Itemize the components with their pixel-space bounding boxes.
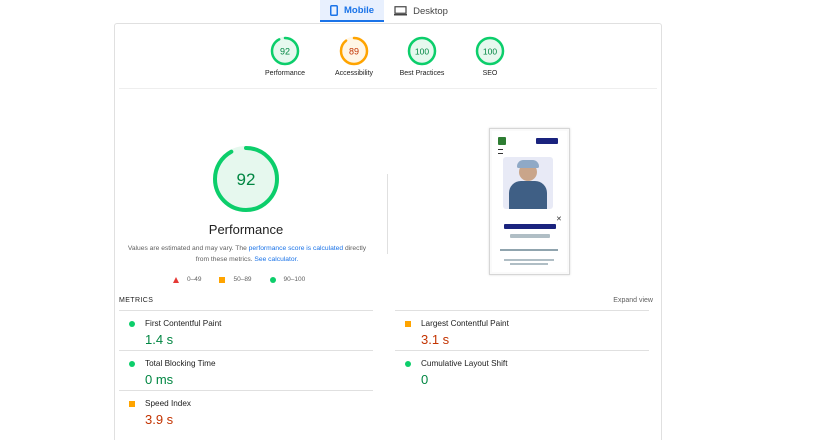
- gauge-accessibility-score: 89: [349, 47, 359, 57]
- metric-tbt-value: 0 ms: [145, 372, 174, 387]
- see-calculator-link[interactable]: See calculator.: [254, 256, 299, 263]
- square-icon: [219, 276, 226, 283]
- legend-average: 50–89: [219, 276, 252, 283]
- metric-tbt-name: Total Blocking Time: [145, 359, 216, 368]
- summary-divider: [119, 88, 657, 89]
- legend-average-range: 50–89: [233, 276, 252, 283]
- report-card: 92 Performance 89 Accessibility 100 Best…: [114, 23, 662, 440]
- gauge-best-practices-label: Best Practices: [399, 70, 445, 77]
- pass-circle-icon: [405, 360, 411, 367]
- metric-si-name: Speed Index: [145, 399, 191, 408]
- gauge-accessibility-label: Accessibility: [334, 70, 374, 77]
- gauge-performance-ring: 92: [270, 36, 300, 66]
- legend-pass: 90–100: [269, 276, 306, 283]
- screenshot-text-line: [500, 249, 558, 251]
- metric-si: Speed Index 3.9 s: [119, 390, 373, 427]
- screenshot-close-icon: ✕: [556, 215, 562, 223]
- tab-mobile-label: Mobile: [344, 4, 375, 16]
- screenshot-subtitle-bar: [510, 234, 550, 238]
- screenshot-menu-icon: [498, 149, 503, 154]
- screenshot-name-bar: [504, 224, 556, 229]
- vertical-divider: [387, 174, 388, 254]
- page-screenshot[interactable]: ✕: [489, 128, 570, 275]
- performance-note: Values are estimated and may vary. The p…: [127, 243, 367, 265]
- tab-mobile[interactable]: Mobile: [320, 0, 385, 22]
- tab-desktop-label: Desktop: [413, 5, 448, 17]
- average-square-icon: [129, 400, 135, 407]
- gauge-best-practices-score: 100: [415, 47, 429, 57]
- doctor-body-shape: [509, 181, 547, 209]
- gauge-best-practices[interactable]: 100 Best Practices: [392, 36, 452, 77]
- metrics-header: METRICS Expand view: [119, 297, 653, 304]
- mobile-icon: [330, 4, 338, 16]
- gauge-performance-label: Performance: [264, 70, 306, 77]
- metric-fcp: First Contentful Paint 1.4 s: [119, 310, 373, 347]
- gauge-seo-ring: 100: [475, 36, 505, 66]
- metric-lcp-value: 3.1 s: [421, 332, 450, 347]
- desktop-icon: [394, 6, 408, 16]
- screenshot-logo-icon: [498, 137, 506, 145]
- circle-icon: [269, 276, 276, 283]
- screenshot-header: [498, 137, 564, 145]
- metric-fcp-value: 1.4 s: [145, 332, 174, 347]
- gauge-best-practices-ring: 100: [407, 36, 437, 66]
- metrics-title: METRICS: [119, 297, 154, 304]
- performance-title: Performance: [208, 222, 284, 237]
- performance-gauge: 92: [213, 146, 279, 212]
- gauge-seo-label: SEO: [482, 70, 498, 77]
- gauge-seo[interactable]: 100 SEO: [460, 36, 520, 77]
- gauge-performance[interactable]: 92 Performance: [255, 36, 315, 77]
- screenshot-doctor-photo: [503, 157, 553, 209]
- performance-score: 92: [237, 170, 256, 189]
- metric-divider: [119, 310, 373, 311]
- metric-tbt: Total Blocking Time 0 ms: [119, 350, 373, 387]
- legend-pass-range: 90–100: [283, 276, 306, 283]
- metric-divider: [395, 350, 649, 351]
- gauge-accessibility-ring: 89: [339, 36, 369, 66]
- gauge-performance-score: 92: [280, 47, 290, 57]
- page-screenshot-content: ✕: [492, 131, 567, 272]
- pass-circle-icon: [129, 360, 135, 367]
- device-tabs: Mobile Desktop: [320, 0, 458, 22]
- metric-divider: [395, 310, 649, 311]
- gauge-accessibility[interactable]: 89 Accessibility: [324, 36, 384, 77]
- screenshot-text-line: [504, 259, 554, 261]
- pass-circle-icon: [129, 320, 135, 327]
- expand-view-button[interactable]: Expand view: [613, 297, 653, 304]
- doctor-cap-shape: [517, 160, 539, 168]
- metric-cls-value: 0: [421, 372, 429, 387]
- summary-gauges: 92 Performance 89 Accessibility 100 Best…: [115, 36, 661, 96]
- metric-lcp: Largest Contentful Paint 3.1 s: [395, 310, 649, 347]
- tab-desktop[interactable]: Desktop: [384, 0, 458, 22]
- legend-fail-range: 0–49: [187, 276, 202, 283]
- metric-cls: Cumulative Layout Shift 0: [395, 350, 649, 387]
- screenshot-text-line: [510, 263, 548, 265]
- metric-fcp-name: First Contentful Paint: [145, 319, 222, 328]
- metric-lcp-name: Largest Contentful Paint: [421, 319, 509, 328]
- screenshot-logo-text: [536, 138, 558, 144]
- metric-divider: [119, 390, 373, 391]
- triangle-icon: [173, 276, 179, 283]
- metric-divider: [119, 350, 373, 351]
- metric-si-value: 3.9 s: [145, 412, 174, 427]
- average-square-icon: [405, 320, 411, 327]
- gauge-seo-score: 100: [483, 47, 497, 57]
- note-text-1: Values are estimated and may vary. The: [127, 245, 249, 252]
- note-text-2: directly from these metrics.: [195, 245, 367, 263]
- legend-fail: 0–49: [173, 276, 201, 283]
- score-legend: 0–49 50–89 90–100: [173, 276, 305, 283]
- metric-cls-name: Cumulative Layout Shift: [421, 359, 508, 368]
- score-calculated-link[interactable]: performance score is calculated: [248, 245, 344, 252]
